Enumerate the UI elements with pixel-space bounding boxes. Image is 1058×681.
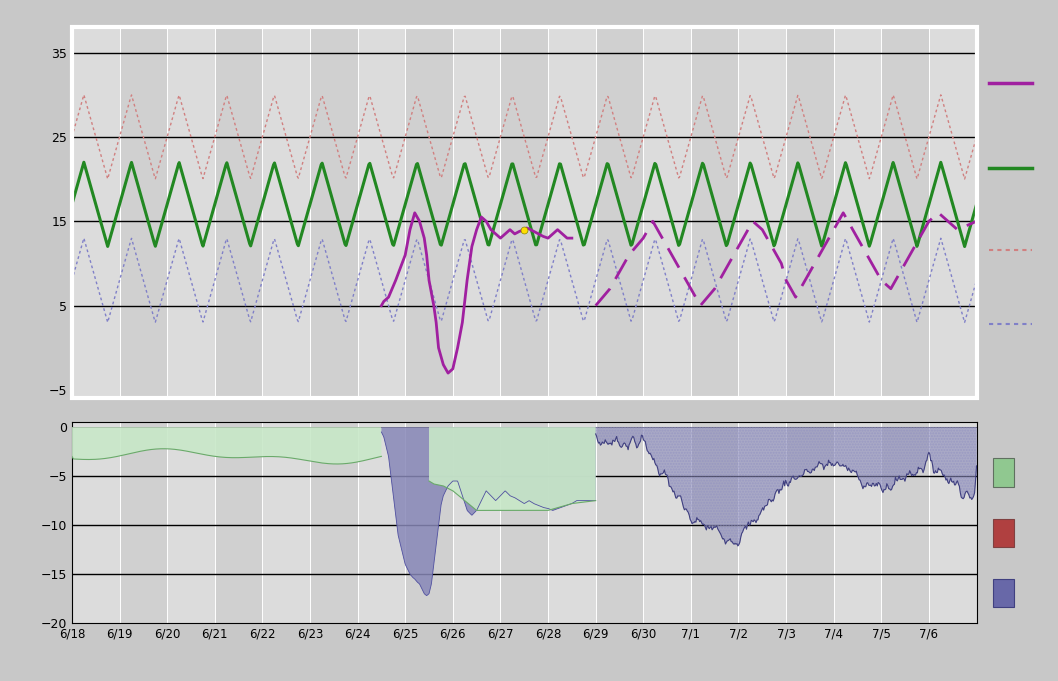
- Bar: [120, 422, 167, 623]
- Bar: [453, 27, 500, 398]
- Bar: [358, 422, 405, 623]
- Bar: [834, 422, 881, 623]
- Bar: [262, 27, 310, 398]
- Bar: [358, 27, 405, 398]
- Bar: [786, 422, 834, 623]
- Bar: [215, 27, 262, 398]
- Bar: [310, 27, 358, 398]
- Bar: [500, 27, 548, 398]
- Bar: [992, 458, 1015, 486]
- Bar: [929, 422, 977, 623]
- Bar: [834, 27, 881, 398]
- Bar: [738, 27, 786, 398]
- Bar: [500, 422, 548, 623]
- Bar: [167, 27, 215, 398]
- Bar: [643, 27, 691, 398]
- Bar: [992, 579, 1015, 607]
- Bar: [992, 519, 1015, 547]
- Bar: [881, 27, 929, 398]
- Bar: [691, 27, 738, 398]
- Bar: [405, 27, 453, 398]
- Bar: [405, 422, 453, 623]
- Bar: [262, 422, 310, 623]
- Bar: [548, 27, 596, 398]
- Bar: [596, 27, 643, 398]
- Bar: [691, 422, 738, 623]
- Bar: [453, 422, 500, 623]
- Bar: [643, 422, 691, 623]
- Bar: [72, 422, 120, 623]
- Bar: [596, 422, 643, 623]
- Bar: [310, 422, 358, 623]
- Bar: [215, 422, 262, 623]
- Bar: [548, 422, 596, 623]
- Bar: [72, 27, 120, 398]
- Bar: [738, 422, 786, 623]
- Bar: [167, 422, 215, 623]
- Bar: [786, 27, 834, 398]
- Bar: [881, 422, 929, 623]
- Bar: [120, 27, 167, 398]
- Bar: [929, 27, 977, 398]
